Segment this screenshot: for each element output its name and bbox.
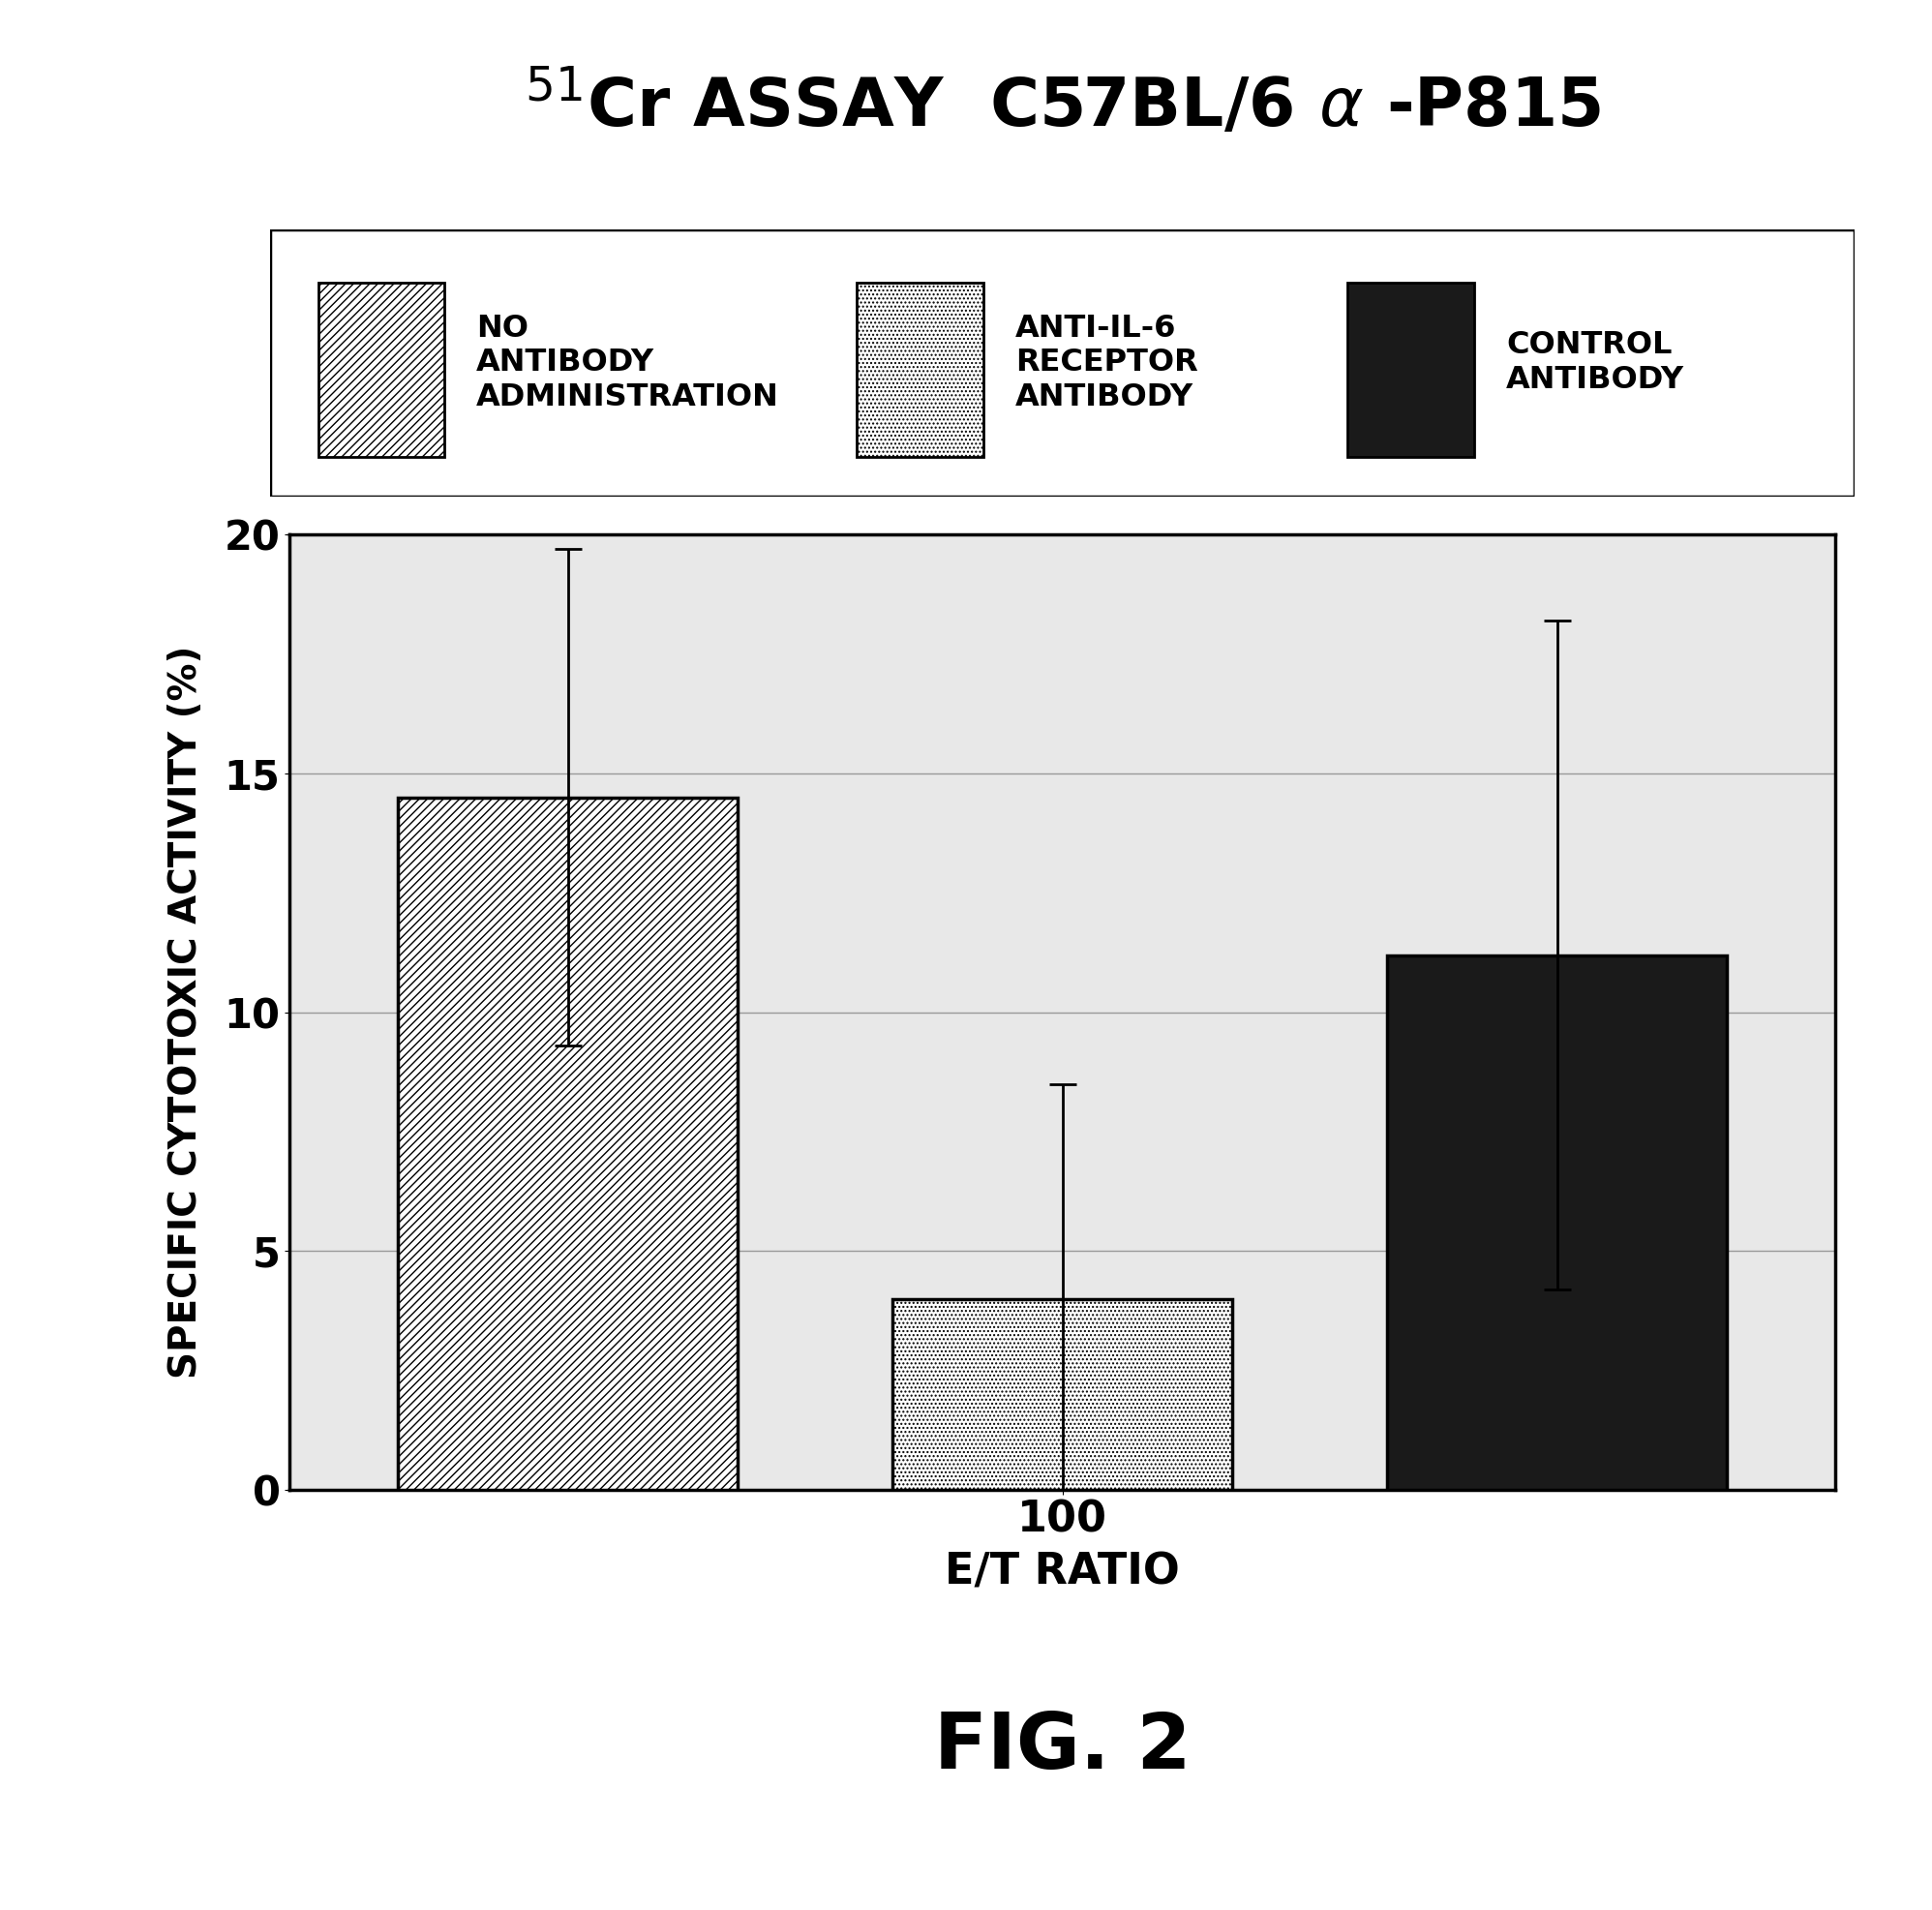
Text: $^{51}$Cr ASSAY  C57BL/6 $\alpha$ -P815: $^{51}$Cr ASSAY C57BL/6 $\alpha$ -P815 [524,71,1602,139]
FancyBboxPatch shape [1349,283,1474,456]
Bar [893,1299,1233,1490]
Bar [1387,955,1727,1490]
Y-axis label: SPECIFIC CYTOTOXIC ACTIVITY (%): SPECIFIC CYTOTOXIC ACTIVITY (%) [168,646,205,1379]
X-axis label: E/T RATIO: E/T RATIO [945,1551,1180,1593]
Text: NO
ANTIBODY
ADMINISTRATION: NO ANTIBODY ADMINISTRATION [477,313,779,413]
FancyBboxPatch shape [856,283,983,456]
Text: FIG. 2: FIG. 2 [933,1709,1192,1786]
Bar [398,798,738,1490]
FancyBboxPatch shape [319,283,444,456]
Text: CONTROL
ANTIBODY: CONTROL ANTIBODY [1507,330,1685,395]
Text: ANTI-IL-6
RECEPTOR
ANTIBODY: ANTI-IL-6 RECEPTOR ANTIBODY [1014,313,1198,413]
